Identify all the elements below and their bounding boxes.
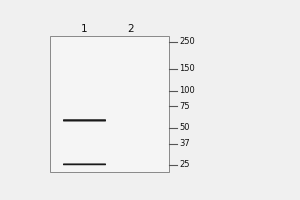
Text: 75: 75 xyxy=(179,102,190,111)
Text: 150: 150 xyxy=(179,64,195,73)
Text: 250: 250 xyxy=(179,37,195,46)
Text: 50: 50 xyxy=(179,123,190,132)
Bar xyxy=(50,36,169,172)
Text: 100: 100 xyxy=(179,86,195,95)
Text: 25: 25 xyxy=(179,160,190,169)
Text: 1: 1 xyxy=(81,24,87,34)
Text: 37: 37 xyxy=(179,139,190,148)
Text: 2: 2 xyxy=(127,24,134,34)
